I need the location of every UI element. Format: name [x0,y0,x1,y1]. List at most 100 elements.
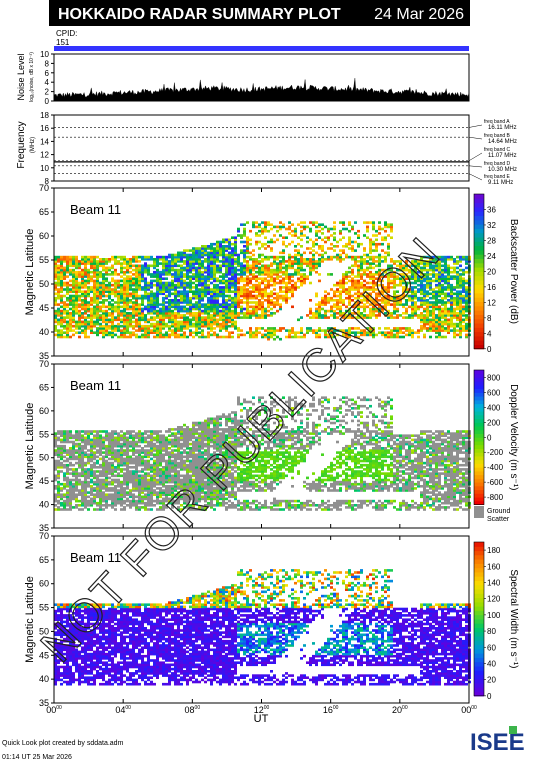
power-panel-cell [411,329,414,332]
power-panel-cell [297,270,300,274]
power-panel-cell [438,327,441,330]
power-panel-cell [108,288,111,291]
power-panel-cell [249,270,252,274]
power-panel-cell [399,260,402,263]
power-panel-cell [411,307,414,311]
power-panel-cell [198,320,201,324]
power-panel-cell [216,322,219,326]
power-panel-cell [126,320,129,324]
power-panel-cell [213,242,216,246]
power-panel-cell [135,281,138,285]
power-panel-cell [333,309,336,313]
power-panel-cell [342,275,345,278]
power-panel-cell [114,327,117,330]
power-panel-cell [81,258,84,261]
power-panel-cell [324,314,327,317]
power-panel-cell [270,223,273,226]
power-panel-cell [441,299,444,302]
power-panel-cell [369,249,372,252]
power-panel-cell [99,316,102,319]
power-panel-cell [114,294,117,298]
power-panel-cell [261,227,264,231]
power-panel-cell [237,253,240,257]
power-panel-cell [219,251,222,255]
power-panel-cell [264,307,267,311]
power-panel-cell [123,309,126,313]
power-panel-cell [84,327,87,330]
power-panel-cell [333,283,336,287]
power-panel-cell [387,294,390,298]
power-panel-cell [315,292,318,296]
power-panel-cell [342,288,345,291]
power-panel-cell [84,303,87,306]
power-panel-cell [135,255,138,259]
power-panel-cell [54,320,57,324]
power-panel-cell [405,312,408,315]
power-panel-cell [366,286,369,289]
power-panel-cell [258,262,261,265]
power-panel-cell [165,286,168,289]
power-panel-cell [264,290,267,293]
power-panel-cell [447,318,450,322]
power-panel-cell [411,275,414,278]
power-panel-cell [348,333,351,337]
power-panel-cell [210,329,213,332]
power-panel-cell [279,260,282,263]
power-panel-cell [228,245,231,248]
power-panel-cell [114,329,117,332]
power-panel-cell [222,303,225,306]
power-panel-cell [387,273,390,276]
power-panel-cell [438,324,441,328]
power-panel-colorbar-segment [474,292,484,298]
power-panel-cell [372,223,375,226]
power-panel-cell [210,275,213,278]
power-panel-cell [261,333,264,337]
power-panel-cell [342,258,345,261]
power-panel-cell [111,258,114,261]
power-panel-cell [219,240,222,244]
power-panel-cell [405,268,408,272]
power-panel-cell [225,290,228,293]
power-panel-colorbar-label: Backscatter Power (dB) [508,219,519,324]
velocity-panel-cell [63,499,66,503]
power-panel-cell [387,331,390,334]
power-panel-cell [60,290,63,293]
power-panel-cell [312,316,315,319]
power-panel-cell [462,301,465,304]
power-panel-cell [102,258,105,261]
power-panel-cell [60,281,63,285]
power-panel-cell [246,288,249,291]
power-panel-cell [390,260,393,263]
power-panel-cell [126,335,129,339]
power-panel-cell [285,245,288,248]
power-panel-cell [345,335,348,339]
power-panel-cell [54,312,57,315]
power-panel-cell [126,322,129,326]
power-panel-cell [267,283,270,287]
power-panel-cell [162,303,165,306]
power-panel-cell [360,294,363,298]
power-panel-cell [279,281,282,285]
power-panel-cell [354,327,357,330]
power-panel-cell [153,307,156,311]
power-panel-cell [141,294,144,298]
power-panel-cell [180,270,183,274]
power-panel-cell [444,294,447,298]
power-panel-cell [411,331,414,334]
power-panel-cell [252,264,255,268]
power-panel-cell [429,266,432,270]
power-panel-colorbar-tick-label: 32 [487,221,496,230]
power-panel-cell [372,258,375,261]
power-panel-cell [186,294,189,298]
power-panel-cell [129,279,132,283]
power-panel-cell [441,309,444,313]
power-panel-cell [459,299,462,302]
power-panel-cell [57,320,60,324]
power-panel-cell [273,234,276,237]
power-panel-cell [276,264,279,268]
power-panel-cell [195,249,198,252]
power-panel-cell [204,303,207,306]
power-panel-cell [339,255,342,259]
power-panel-cell [459,327,462,330]
power-panel-cell [153,283,156,287]
